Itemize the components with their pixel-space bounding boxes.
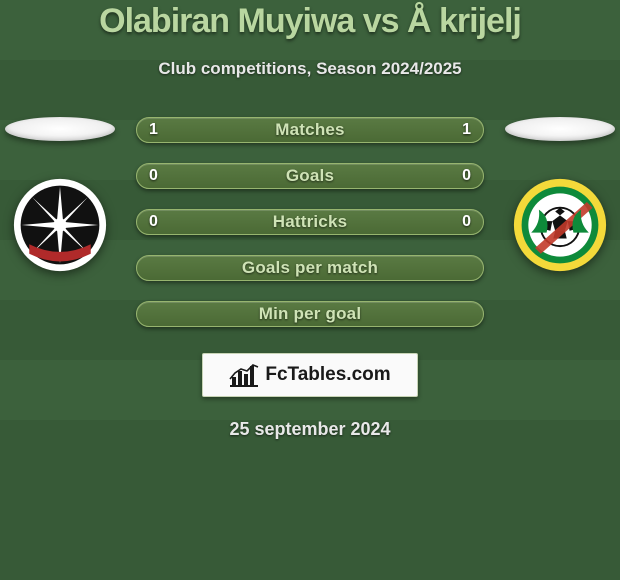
stat-row-goals-per-match: Goals per match [136,255,484,281]
stat-row-hattricks: 0 Hattricks 0 [136,209,484,235]
stat-row-min-per-goal: Min per goal [136,301,484,327]
stat-row-goals: 0 Goals 0 [136,163,484,189]
stat-right-value: 0 [462,167,471,185]
stat-label: Hattricks [273,212,348,232]
player-right-column [500,117,620,273]
stat-left-value: 0 [149,167,158,185]
stat-right-value: 0 [462,213,471,231]
stat-left-value: 1 [149,121,158,139]
stat-left-value: 0 [149,213,158,231]
stat-label: Min per goal [259,304,362,324]
player-left-column [0,117,120,273]
stat-label: Goals per match [242,258,378,278]
generation-date: 25 september 2024 [0,419,620,440]
brand-box: FcTables.com [202,353,418,397]
team-right-crest [512,177,608,273]
bar-chart-icon [229,363,259,387]
player-left-nameplate [5,117,115,141]
stat-row-matches: 1 Matches 1 [136,117,484,143]
brand-text: FcTables.com [265,364,390,386]
comparison-area: 1 Matches 1 0 Goals 0 0 Hattricks 0 Goal… [0,117,620,327]
stats-list: 1 Matches 1 0 Goals 0 0 Hattricks 0 Goal… [136,117,484,327]
page-title: Olabiran Muyiwa vs Å krijelj [0,0,620,41]
page-subtitle: Club competitions, Season 2024/2025 [0,59,620,79]
stat-right-value: 1 [462,121,471,139]
stat-label: Matches [275,120,344,140]
team-left-crest [12,177,108,273]
vorskla-crest-icon [512,177,608,273]
zorya-crest-icon [12,177,108,273]
player-right-nameplate [505,117,615,141]
stat-label: Goals [286,166,334,186]
